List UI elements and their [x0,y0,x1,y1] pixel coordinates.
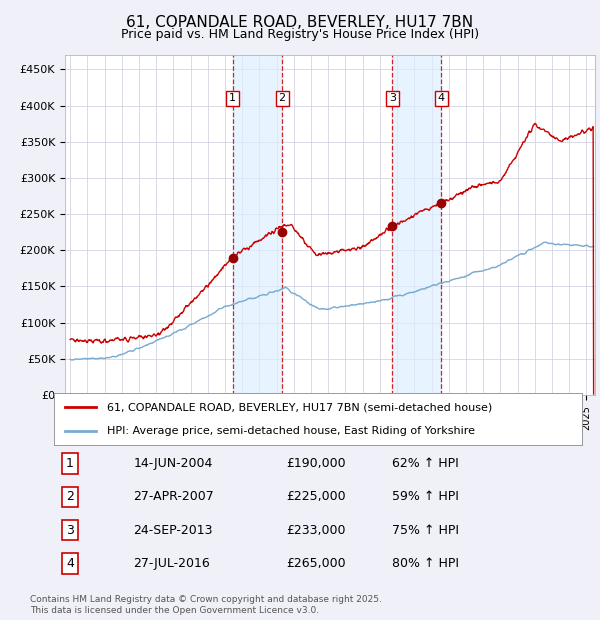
Text: 59% ↑ HPI: 59% ↑ HPI [392,490,459,503]
Text: £225,000: £225,000 [286,490,346,503]
Text: 2: 2 [66,490,74,503]
Bar [392,55,442,395]
Text: 4: 4 [66,557,74,570]
Text: 27-JUL-2016: 27-JUL-2016 [133,557,210,570]
Text: 3: 3 [389,94,396,104]
Text: 80% ↑ HPI: 80% ↑ HPI [392,557,459,570]
Text: 61, COPANDALE ROAD, BEVERLEY, HU17 7BN (semi-detached house): 61, COPANDALE ROAD, BEVERLEY, HU17 7BN (… [107,402,492,412]
Text: 24-SEP-2013: 24-SEP-2013 [133,524,212,537]
Text: 61, COPANDALE ROAD, BEVERLEY, HU17 7BN: 61, COPANDALE ROAD, BEVERLEY, HU17 7BN [127,15,473,30]
Text: Price paid vs. HM Land Registry's House Price Index (HPI): Price paid vs. HM Land Registry's House … [121,28,479,41]
Text: 14-JUN-2004: 14-JUN-2004 [133,457,212,470]
Text: 4: 4 [438,94,445,104]
Text: £233,000: £233,000 [286,524,346,537]
Text: £265,000: £265,000 [286,557,346,570]
Text: 1: 1 [229,94,236,104]
Text: 3: 3 [66,524,74,537]
Text: 75% ↑ HPI: 75% ↑ HPI [392,524,459,537]
Bar [233,55,282,395]
Text: 1: 1 [66,457,74,470]
Text: 2: 2 [278,94,286,104]
Text: 62% ↑ HPI: 62% ↑ HPI [392,457,458,470]
Text: HPI: Average price, semi-detached house, East Riding of Yorkshire: HPI: Average price, semi-detached house,… [107,426,475,436]
Text: 27-APR-2007: 27-APR-2007 [133,490,214,503]
Text: £190,000: £190,000 [286,457,346,470]
Text: Contains HM Land Registry data © Crown copyright and database right 2025.
This d: Contains HM Land Registry data © Crown c… [30,595,382,615]
